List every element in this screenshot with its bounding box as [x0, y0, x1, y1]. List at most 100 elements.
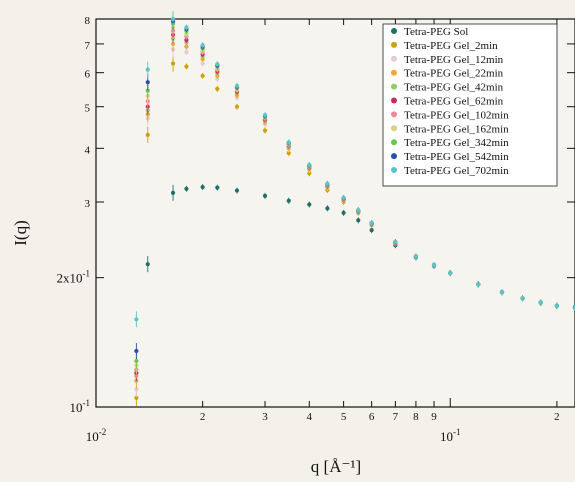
legend-label: Tetra-PEG Gel_702min — [404, 165, 509, 177]
data-point — [356, 218, 360, 222]
y-tick-label-text: 4 — [85, 144, 91, 156]
legend-label: Tetra-PEG Gel_22min — [404, 68, 504, 80]
data-point — [171, 17, 175, 21]
legend-marker — [391, 56, 397, 62]
data-point — [235, 105, 239, 109]
y-tick-label-text: 6 — [85, 69, 91, 81]
data-point — [184, 25, 188, 29]
data-point — [134, 359, 138, 363]
x-tick-label-text: 2 — [554, 411, 560, 423]
data-point — [201, 185, 205, 189]
x-tick-label-text: 3 — [262, 411, 268, 423]
data-point — [235, 188, 239, 192]
x-tick-label: 3 — [262, 411, 268, 423]
legend-label: Tetra-PEG Gel_102min — [404, 109, 509, 121]
x-tick-label: 6 — [369, 411, 375, 423]
y-tick-label-text: 7 — [85, 40, 91, 52]
legend-marker — [391, 42, 397, 48]
y-tick-label-text: 2x10 — [57, 271, 83, 286]
data-point — [325, 182, 329, 186]
data-point — [307, 163, 311, 167]
x-tick-label: 5 — [341, 411, 347, 423]
x-tick-label: 2 — [200, 411, 206, 423]
legend-marker — [391, 70, 397, 76]
y-axis-title: I(q) — [11, 220, 30, 245]
legend-label: Tetra-PEG Gel_2min — [404, 40, 498, 52]
data-point — [307, 202, 311, 206]
y-tick-label: 7 — [85, 40, 91, 52]
data-point — [146, 133, 150, 137]
data-point — [539, 300, 543, 304]
data-point — [356, 208, 360, 212]
data-point — [370, 228, 374, 232]
legend-marker — [391, 111, 397, 117]
legend-label: Tetra-PEG Gel_342min — [404, 137, 509, 149]
x-tick-label-text: 9 — [431, 411, 437, 423]
data-point — [146, 67, 150, 71]
y-tick-label-exponent: -1 — [83, 269, 91, 279]
data-point — [520, 296, 524, 300]
data-point — [263, 194, 267, 198]
data-point — [476, 282, 480, 286]
data-point — [184, 64, 188, 68]
legend-label: Tetra-PEG Sol — [404, 26, 468, 38]
data-point — [263, 128, 267, 132]
data-point — [134, 349, 138, 353]
legend-label: Tetra-PEG Gel_12min — [404, 54, 504, 66]
data-point — [287, 140, 291, 144]
x-tick-label-text: 2 — [200, 411, 206, 423]
legend-marker — [391, 98, 397, 104]
y-tick-label: 5 — [85, 103, 91, 115]
x-tick-label: 8 — [413, 411, 419, 423]
data-point — [215, 186, 219, 190]
data-point — [448, 271, 452, 275]
data-point — [555, 304, 559, 308]
legend-marker — [391, 125, 397, 131]
y-tick-label: 4 — [85, 144, 91, 156]
y-tick-label-text: 10 — [70, 400, 83, 415]
legend-marker — [391, 84, 397, 90]
legend-label: Tetra-PEG Gel_542min — [404, 151, 509, 163]
x-tick-label-exponent: -1 — [453, 427, 461, 437]
x-axis-title: q [Å⁻¹] — [311, 457, 361, 476]
data-point — [370, 221, 374, 225]
data-point — [325, 206, 329, 210]
data-point — [146, 262, 150, 266]
x-tick-label-text: 5 — [341, 411, 347, 423]
data-point — [171, 191, 175, 195]
x-tick-label: 2 — [554, 411, 560, 423]
y-tick-label: 3 — [85, 198, 91, 210]
legend-marker — [391, 139, 397, 145]
data-point — [184, 187, 188, 191]
data-point — [171, 61, 175, 65]
x-tick-label: 9 — [431, 411, 437, 423]
data-point — [215, 62, 219, 66]
legend-label: Tetra-PEG Gel_42min — [404, 82, 504, 94]
y-tick-label-exponent: -1 — [83, 398, 91, 408]
data-point — [342, 211, 346, 215]
data-point — [146, 80, 150, 84]
x-tick-label: 10-1 — [440, 427, 461, 444]
x-tick-label: 7 — [393, 411, 399, 423]
data-point — [432, 263, 436, 267]
x-tick-label-exponent: -2 — [99, 427, 107, 437]
x-tick-label: 10-2 — [86, 427, 107, 444]
legend-marker — [391, 28, 397, 34]
legend-marker — [391, 167, 397, 173]
y-tick-label: 2x10-1 — [57, 269, 91, 286]
y-tick-label: 10-1 — [70, 398, 91, 415]
x-tick-label-text: 10 — [440, 429, 453, 444]
y-tick-label: 6 — [85, 69, 91, 81]
x-tick-label-text: 10 — [86, 429, 99, 444]
data-point — [287, 199, 291, 203]
data-point — [201, 43, 205, 47]
data-point — [263, 113, 267, 117]
x-tick-label-text: 7 — [393, 411, 399, 423]
legend-label: Tetra-PEG Gel_162min — [404, 123, 509, 135]
data-point — [134, 317, 138, 321]
data-point — [184, 50, 188, 54]
data-point — [414, 254, 418, 258]
x-tick-label: 4 — [307, 411, 313, 423]
